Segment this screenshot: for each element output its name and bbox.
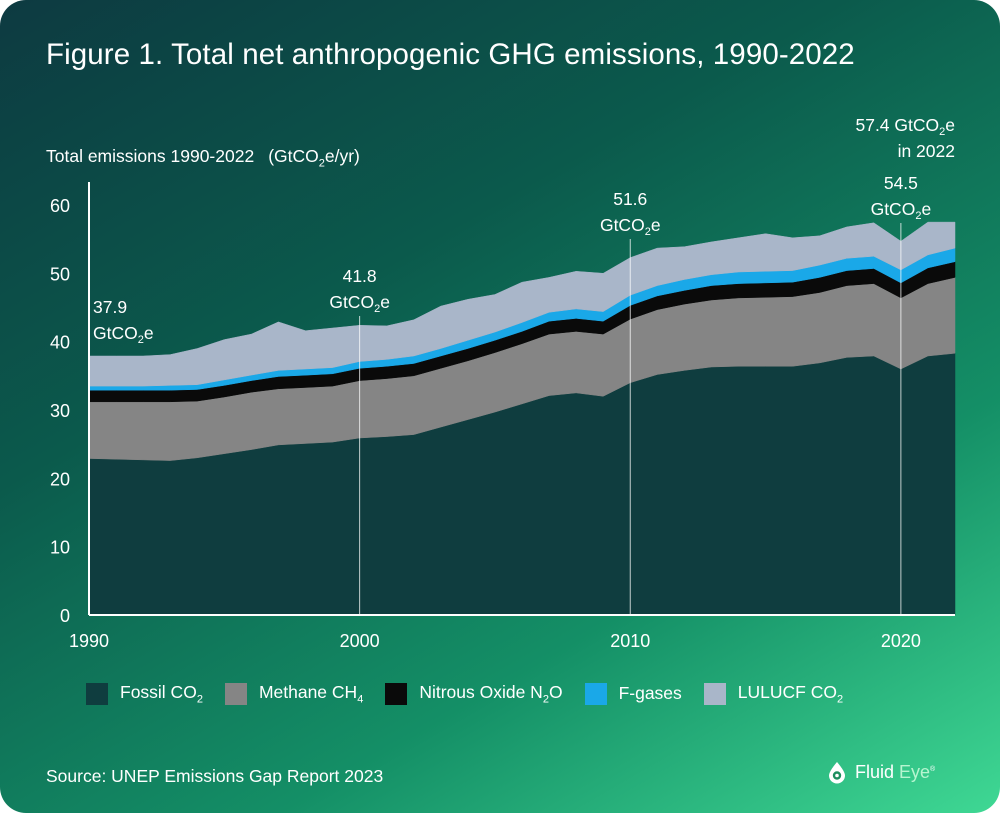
annotation-value: 51.6 xyxy=(613,189,647,209)
annotation-unit: GtCO2e xyxy=(600,215,661,238)
legend-label: Methane CH4 xyxy=(258,682,364,706)
legend-item-fgas: F-gases xyxy=(584,682,682,705)
legend-label: Fossil CO2 xyxy=(120,682,203,706)
annotation-unit: GtCO2e xyxy=(329,292,390,315)
logo-text: Fluid Eye® xyxy=(855,761,936,782)
annotation-line2: in 2022 xyxy=(898,141,955,161)
x-tick-label: 1990 xyxy=(69,631,109,651)
y-axis-unit: (GtCO2e/yr) xyxy=(268,146,360,170)
y-tick-label: 40 xyxy=(50,333,70,353)
drop-eye-icon xyxy=(829,762,845,784)
legend-swatch xyxy=(86,682,108,705)
legend-label: LULUCF CO2 xyxy=(737,682,844,706)
chart-title: Figure 1. Total net anthropogenic GHG em… xyxy=(46,38,855,71)
annotation-value: 54.5 xyxy=(884,173,918,193)
y-axis-title-main: Total emissions 1990-2022 xyxy=(46,146,255,166)
legend-swatch xyxy=(703,682,726,705)
y-tick-label: 60 xyxy=(50,196,70,216)
annotation-unit: GtCO2e xyxy=(871,199,932,222)
legend-item-methane: Methane CH4 xyxy=(224,682,364,706)
legend-label: F-gases xyxy=(618,683,682,704)
annotation-value: 37.9 xyxy=(93,297,127,317)
x-tick-label: 2020 xyxy=(881,631,921,651)
annotation-value: 57.4 GtCO2e xyxy=(855,115,955,138)
legend-swatch xyxy=(385,682,408,705)
legend-item-lulucf: LULUCF CO2 xyxy=(703,682,844,706)
y-tick-label: 0 xyxy=(60,606,70,626)
legend-swatch xyxy=(224,682,247,705)
y-tick-label: 10 xyxy=(50,538,70,558)
y-axis-title: Total emissions 1990-2022 (GtCO2e/yr) xyxy=(46,146,360,170)
fluid-eye-logo: Fluid Eye® xyxy=(825,760,935,784)
legend-item-n2o: Nitrous Oxide N2O xyxy=(385,682,563,706)
legend-item-fossil: Fossil CO2 xyxy=(86,682,203,706)
y-tick-label: 50 xyxy=(50,264,70,284)
y-tick-label: 30 xyxy=(50,401,70,421)
annotation-unit: GtCO2e xyxy=(93,323,154,346)
y-tick-label: 20 xyxy=(50,469,70,489)
source-note: Source: UNEP Emissions Gap Report 2023 xyxy=(46,766,384,786)
legend-swatch xyxy=(584,682,607,705)
legend-label: Nitrous Oxide N2O xyxy=(419,682,563,706)
x-tick-label: 2000 xyxy=(340,631,380,651)
legend: Fossil CO2 Methane CH4 Nitrous Oxide N2O F-… xyxy=(86,682,865,706)
x-tick-label: 2010 xyxy=(610,631,650,651)
annotation-value: 41.8 xyxy=(343,266,377,286)
